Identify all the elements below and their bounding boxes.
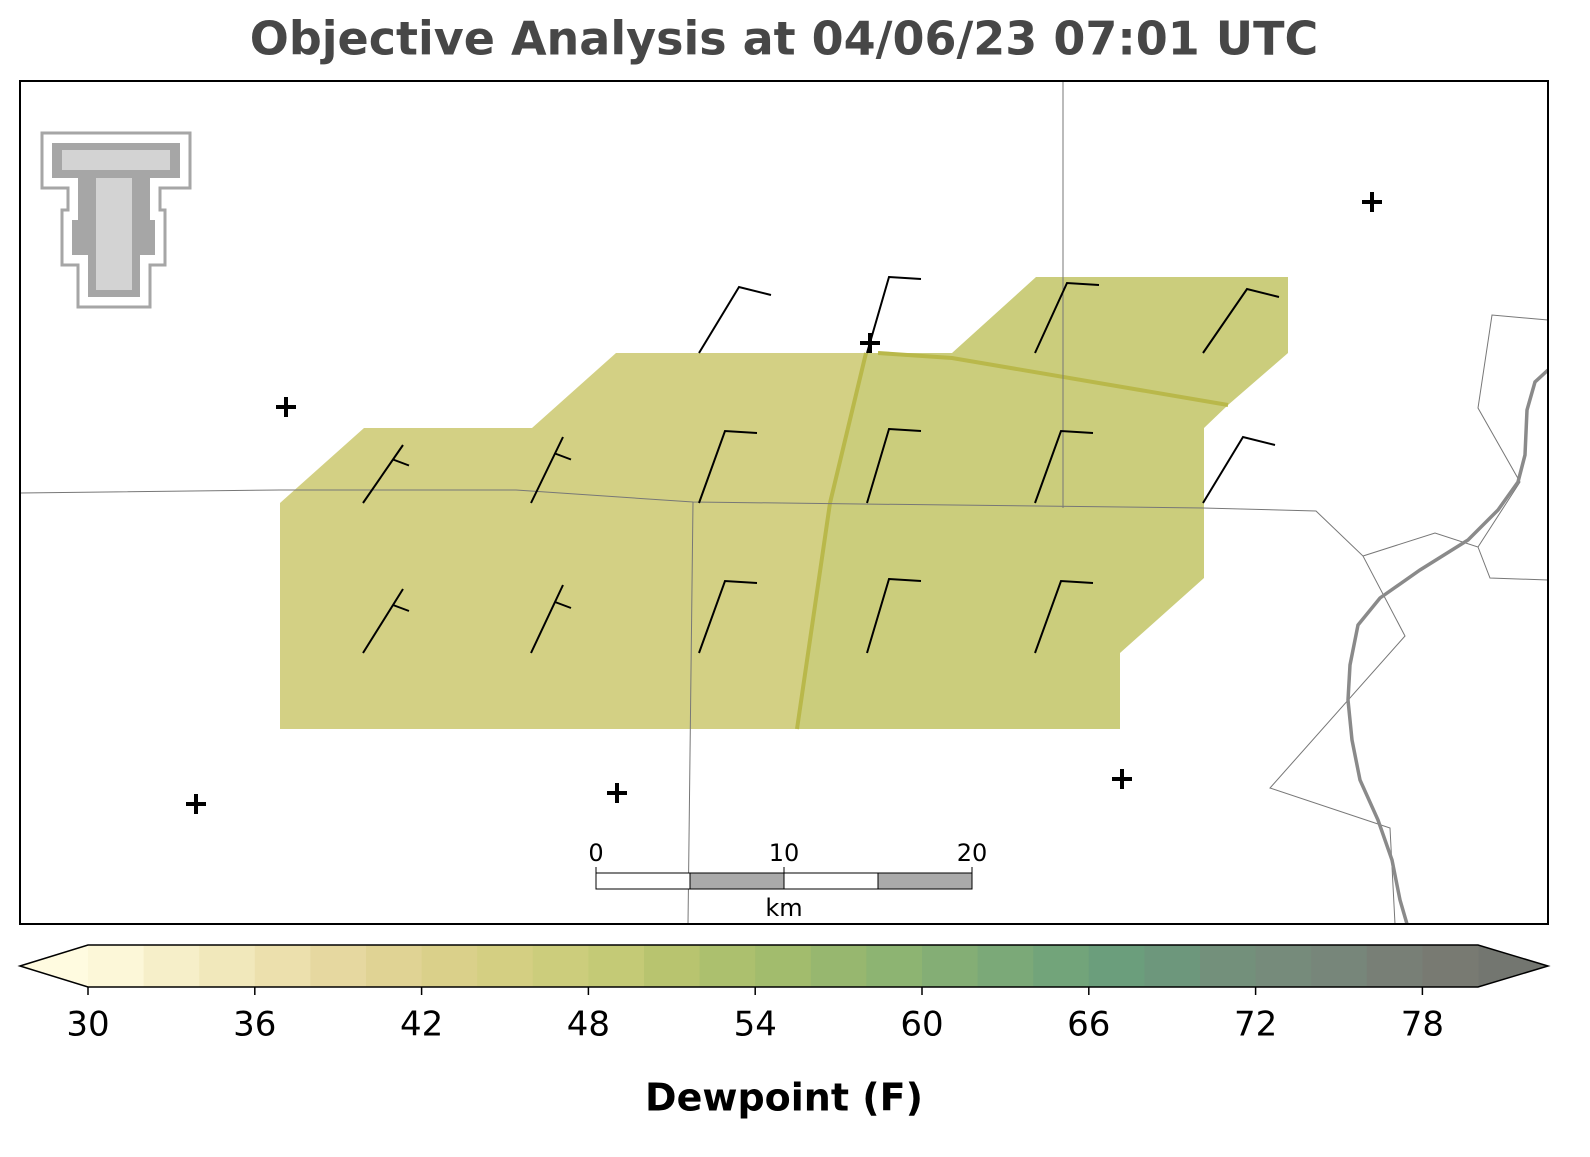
colorbar-tick-label: 48	[567, 1005, 610, 1045]
colorbar-band	[922, 945, 979, 987]
scale-tick-label: 10	[769, 839, 800, 867]
colorbar-band	[699, 945, 756, 987]
scale-bar: 0 10 20 km	[588, 839, 987, 922]
station-marker	[1112, 769, 1132, 789]
colorbar-tick-label: 78	[1401, 1005, 1444, 1045]
colorbar-tick-label: 36	[233, 1005, 276, 1045]
wind-barb	[362, 588, 410, 654]
scale-segment	[595, 872, 691, 890]
contour-line	[795, 351, 1229, 730]
colorbar-extend	[1478, 945, 1548, 987]
wind-barb	[866, 275, 922, 354]
colorbar-band	[644, 945, 701, 987]
wind-barb	[698, 285, 772, 354]
colorbar-band	[1088, 945, 1145, 987]
colorbar-band	[532, 945, 589, 987]
colorbar-tick-label: 54	[734, 1005, 777, 1045]
colorbar-band	[1422, 945, 1479, 987]
wind-barb	[698, 429, 758, 504]
station-marker	[1362, 192, 1382, 212]
station-marker	[607, 783, 627, 803]
colorbar-band	[1144, 945, 1201, 987]
colorbar-band	[477, 945, 534, 987]
stations	[186, 192, 1382, 814]
scale-segment	[877, 872, 973, 890]
wind-barb	[1202, 435, 1276, 504]
colorbar-band	[1033, 945, 1090, 987]
colorbar-band	[866, 945, 923, 987]
scale-tick-label: 20	[957, 839, 988, 867]
colorbar-band	[88, 945, 145, 987]
station-marker	[276, 397, 296, 417]
map-frame	[19, 80, 1549, 925]
colorbar-band	[421, 945, 478, 987]
colorbar-tick-label: 66	[1067, 1005, 1110, 1045]
colorbar-band	[254, 945, 311, 987]
scale-segment	[783, 872, 879, 890]
colorbar-band	[199, 945, 256, 987]
wind-barb	[530, 584, 572, 654]
wind-barb	[1202, 287, 1280, 354]
colorbar-label: Dewpoint (F)	[645, 1076, 923, 1120]
colorbar-tick-label: 60	[900, 1005, 943, 1045]
wind-barb	[866, 577, 922, 654]
station-marker	[186, 794, 206, 814]
wind-barb	[1034, 281, 1100, 354]
colorbar-extend	[20, 945, 88, 987]
wind-barb	[866, 427, 922, 504]
colorbar-band	[1200, 945, 1257, 987]
wind-barb	[1034, 579, 1094, 654]
station-marker	[860, 333, 880, 353]
wind-barb	[530, 436, 572, 504]
logo	[40, 131, 192, 309]
colorbar-band	[1311, 945, 1368, 987]
map: 0 10 20 km	[19, 80, 1550, 925]
colorbar-tick-label: 72	[1234, 1005, 1277, 1045]
scale-unit: km	[765, 894, 802, 922]
wind-barb	[698, 579, 758, 654]
colorbar-tick-label: 42	[400, 1005, 443, 1045]
colorbar-band	[1366, 945, 1423, 987]
wind-barb	[362, 444, 410, 504]
colorbar-band	[1255, 945, 1312, 987]
boundaries	[19, 81, 1549, 925]
scale-segment	[689, 872, 785, 890]
wind-barbs	[362, 275, 1280, 654]
scale-tick-label: 0	[588, 839, 603, 867]
colorbar-band	[143, 945, 200, 987]
road	[1346, 368, 1550, 925]
analysis-region	[797, 277, 1288, 729]
wind-barb	[1034, 429, 1094, 504]
colorbar-band	[810, 945, 867, 987]
title: Objective Analysis at 04/06/23 07:01 UTC	[250, 12, 1319, 66]
colorbar-tick-label: 30	[66, 1005, 109, 1045]
colorbar-band	[588, 945, 645, 987]
colorbar-band	[755, 945, 812, 987]
colorbar-band	[977, 945, 1034, 987]
colorbar-band	[310, 945, 367, 987]
colorbar: 30 36 42 48 54 60 66 72 78	[17, 944, 1551, 1045]
colorbar-band	[366, 945, 423, 987]
